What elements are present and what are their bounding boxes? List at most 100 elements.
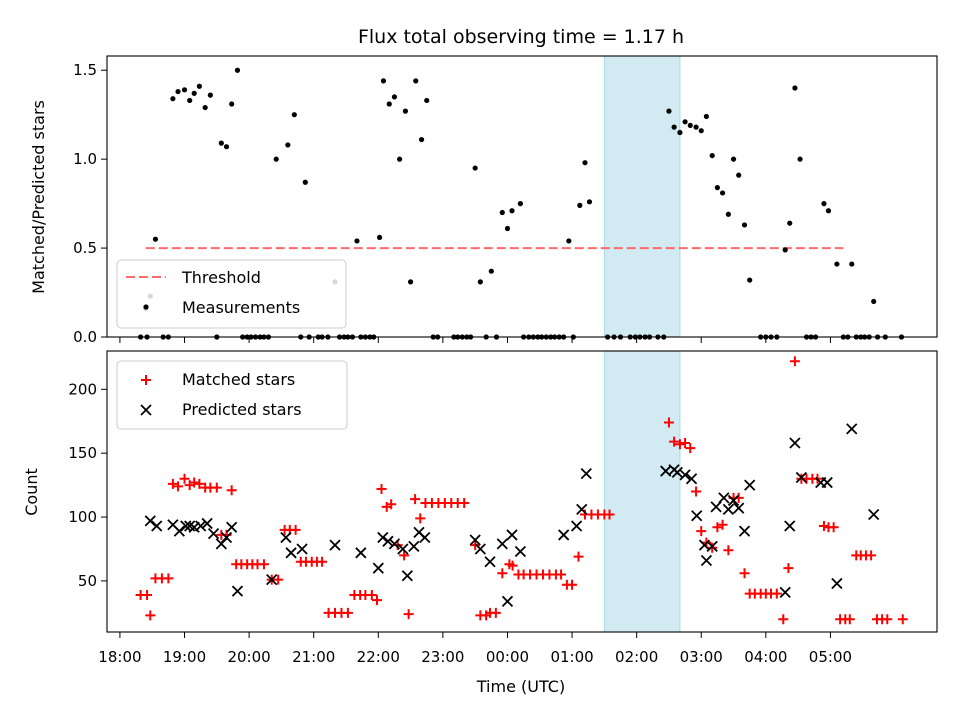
predicted-star-marker xyxy=(226,521,238,533)
measurement-point xyxy=(285,142,291,148)
predicted-star-marker xyxy=(266,573,278,586)
measurement-point xyxy=(509,208,515,214)
predicted-star-marker xyxy=(388,538,401,550)
bottom-y-tick-label: 100 xyxy=(68,508,97,526)
matched-star-marker xyxy=(844,614,855,625)
predicted-star-marker xyxy=(558,529,570,541)
chart-title: Flux total observing time = 1.17 h xyxy=(358,26,684,48)
predicted-star-marker xyxy=(789,437,801,449)
matched-star-marker xyxy=(470,540,481,551)
x-tick-label: 20:00 xyxy=(227,648,270,666)
predicted-star-marker xyxy=(355,547,367,559)
x-tick-label: 18:00 xyxy=(98,648,141,666)
matched-star-marker xyxy=(567,579,578,590)
x-tick-label: 23:00 xyxy=(421,648,464,666)
x-tick-label: 00:00 xyxy=(486,648,529,666)
predicted-star-marker xyxy=(691,510,703,522)
predicted-star-marker xyxy=(408,540,420,553)
top-y-axis-label: Matched/Predicted stars xyxy=(29,100,48,294)
matched-star-marker xyxy=(828,522,839,533)
measurement-point xyxy=(787,220,793,226)
measurement-point xyxy=(703,113,710,120)
predicted-star-marker xyxy=(722,503,735,516)
measurement-point xyxy=(391,94,398,100)
measurement-point xyxy=(396,156,403,162)
matched-star-marker xyxy=(415,513,426,524)
predicted-star-marker xyxy=(296,543,308,555)
predicted-star-marker xyxy=(285,547,297,559)
matched-star-marker xyxy=(739,568,750,579)
x-tick-label: 01:00 xyxy=(550,648,593,666)
bottom-y-axis-label: Count xyxy=(22,468,41,516)
measurement-point xyxy=(291,112,297,118)
predicted-star-marker xyxy=(795,471,807,484)
top-axes-frame xyxy=(106,55,938,338)
matched-star-marker xyxy=(403,609,414,620)
predicted-star-marker xyxy=(401,570,413,582)
predicted-star-marker xyxy=(231,585,244,597)
predicted-star-marker xyxy=(679,469,691,481)
matched-star-marker xyxy=(490,607,501,618)
predicted-legend-swatch xyxy=(140,404,152,416)
predicted-legend-label: Predicted stars xyxy=(182,400,302,419)
matched-star-marker xyxy=(386,499,397,510)
matched-star-marker xyxy=(771,588,782,599)
x-tick-label: 21:00 xyxy=(292,648,335,666)
measurement-point xyxy=(687,122,693,128)
measurement-point xyxy=(229,101,235,107)
bottom-y-tick-label: 200 xyxy=(68,380,97,398)
measurement-point xyxy=(223,144,230,150)
matched-star-marker xyxy=(669,436,680,447)
matched-star-marker xyxy=(789,356,800,367)
bottom-legend: Matched stars Predicted stars xyxy=(116,360,348,430)
measurement-point xyxy=(736,172,742,178)
bottom-y-tick-label: 50 xyxy=(78,572,97,590)
matched-legend-swatch xyxy=(141,375,151,385)
matched-star-marker xyxy=(680,437,691,448)
measurement-point xyxy=(424,97,430,104)
matched-star-marker xyxy=(189,477,200,488)
predicted-star-marker xyxy=(484,556,496,568)
predicted-star-marker xyxy=(195,520,207,532)
predicted-star-marker xyxy=(710,501,722,513)
matched-star-marker xyxy=(778,614,789,625)
measurement-point xyxy=(871,298,877,305)
matched-star-marker xyxy=(696,526,707,537)
predicted-star-marker xyxy=(220,531,233,544)
matched-star-marker xyxy=(167,478,178,489)
measurement-point xyxy=(234,67,241,73)
measurement-point xyxy=(730,156,737,162)
x-tick-label: 02:00 xyxy=(615,648,658,666)
matched-star-marker xyxy=(142,589,153,600)
measurement-point xyxy=(407,279,414,285)
bottom-legend-box xyxy=(116,360,348,430)
predicted-star-marker xyxy=(173,525,185,537)
predicted-star-marker xyxy=(576,503,588,516)
predicted-star-marker xyxy=(474,543,486,555)
top-legend-box xyxy=(116,259,347,329)
measurement-point xyxy=(834,261,840,267)
measurement-point xyxy=(386,101,392,107)
measurement-point xyxy=(821,201,827,207)
predicted-star-marker xyxy=(821,476,833,489)
measurement-point xyxy=(693,124,699,130)
predicted-star-marker xyxy=(151,520,163,532)
measurement-point xyxy=(586,199,593,205)
predicted-star-marker xyxy=(397,543,409,555)
measurements-legend-swatch xyxy=(143,304,149,310)
measurement-point xyxy=(725,211,731,217)
top-panel: 0.0 0.5 1.0 1.5 Threshold Measurements xyxy=(73,55,938,346)
predicted-star-marker xyxy=(144,515,156,527)
matched-star-marker xyxy=(163,573,174,584)
matched-star-marker xyxy=(173,481,184,492)
measurement-point xyxy=(714,185,720,191)
matched-star-marker xyxy=(179,473,190,484)
matched-legend-label: Matched stars xyxy=(182,370,295,389)
matched-star-marker xyxy=(556,569,567,580)
measurement-point xyxy=(181,87,188,93)
measurement-point xyxy=(302,179,308,185)
measurement-point xyxy=(709,152,715,159)
matched-star-marker xyxy=(723,545,734,556)
measurement-point xyxy=(488,268,494,274)
matched-star-marker xyxy=(273,574,284,585)
